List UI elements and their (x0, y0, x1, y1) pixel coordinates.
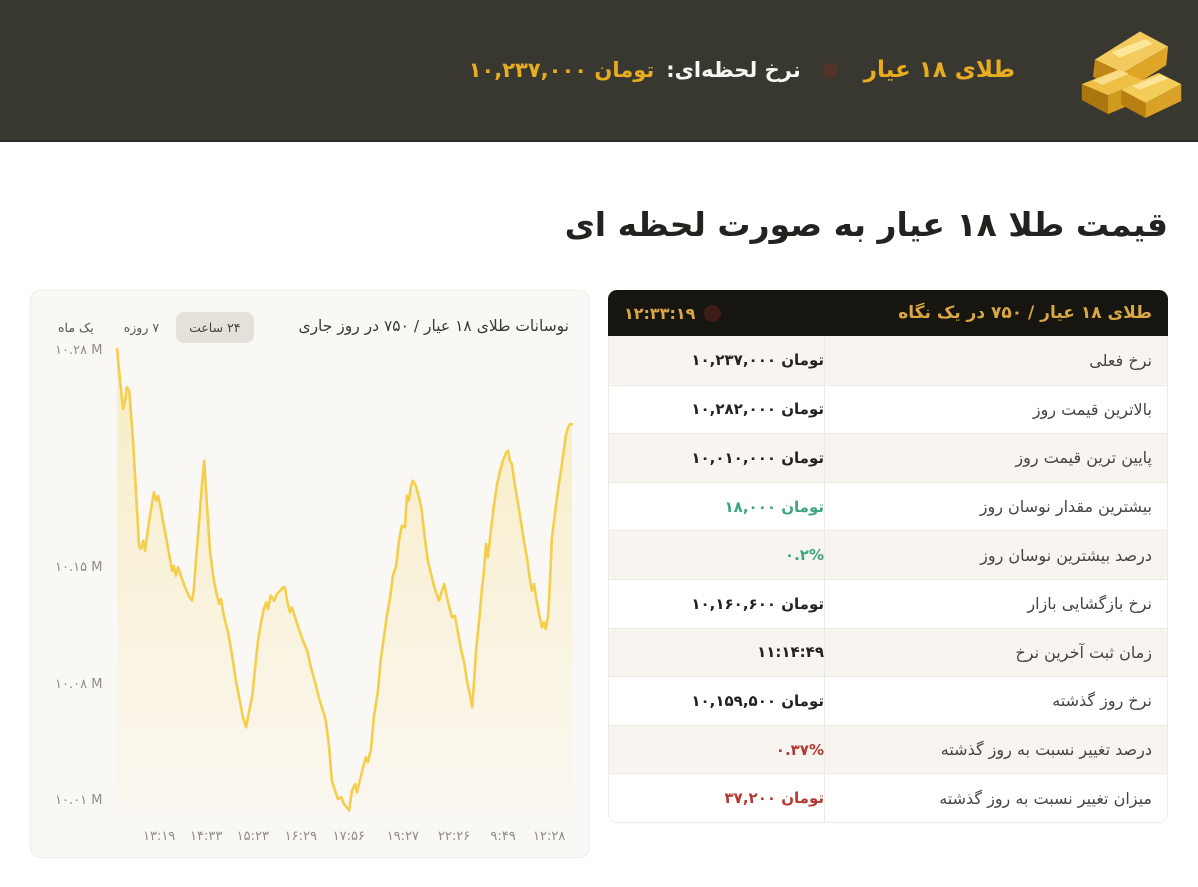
x-tick-label: ۱۹:۲۷ (386, 829, 419, 844)
row-label: بیشترین مقدار نوسان روز (979, 497, 1152, 517)
page-title: قیمت طلا ۱۸ عیار به صورت لحظه ای (564, 205, 1168, 244)
gold-price-line-chart (115, 347, 574, 812)
range-button-1[interactable]: ۷ روزه (111, 312, 172, 343)
row-value: ۳۷,۲۰۰ تومان (609, 774, 825, 822)
row-label: درصد تغییر نسبت به روز گذشته (940, 740, 1152, 760)
chart-panel: نوسانات طلای ۱۸ عیار / ۷۵۰ در روز جاری ۲… (30, 290, 590, 858)
row-label: نرخ بازگشایی بازار (1027, 594, 1152, 614)
row-value: ۰.۳۷% (609, 725, 825, 774)
rate-label: نرخ لحظه‌ای: (666, 58, 801, 82)
gold-bars-icon (1063, 16, 1185, 124)
row-label: درصد بیشترین نوسان روز (980, 545, 1152, 565)
last-update-time: ۱۲:۳۳:۱۹ (624, 303, 696, 323)
chart-title: نوسانات طلای ۱۸ عیار / ۷۵۰ در روز جاری (298, 317, 569, 335)
table-row: پایین ترین قیمت روز ۱۰,۰۱۰,۰۰۰ تومان (609, 433, 1167, 482)
rate-value: ۱۰,۲۳۷,۰۰۰ تومان (468, 58, 655, 82)
table-row: میزان تغییر نسبت به روز گذشته ۳۷,۲۰۰ توما… (609, 773, 1167, 822)
table-row: زمان ثبت آخرین نرخ ۱۱:۱۴:۴۹ (609, 627, 1167, 677)
row-value: ۱۰,۱۵۹,۵۰۰ تومان (609, 677, 825, 725)
x-tick-label: ۱۳:۱۹ (142, 829, 176, 844)
header-rate: نرخ لحظه‌ای: ۱۰,۲۳۷,۰۰۰ تومان (469, 58, 801, 82)
y-tick-label: ۱۰.۲۸ M (55, 343, 103, 359)
row-value: ۱۰,۰۱۰,۰۰۰ تومان (609, 434, 825, 482)
table-row: درصد بیشترین نوسان روز ۰.۲% (609, 530, 1167, 579)
range-button-0[interactable]: ۲۴ ساعت (176, 312, 254, 343)
main-content: طلای ۱۸ عیار / ۷۵۰ در یک نگاه ۱۲:۳۳:۱۹ ن… (0, 290, 1198, 858)
x-tick-label: ۹:۴۹ (490, 829, 516, 844)
row-value: ۱۸,۰۰۰ تومان (609, 482, 825, 531)
range-button-2[interactable]: یک ماه (45, 312, 107, 343)
table-row: نرخ بازگشایی بازار ۱۰,۱۶۰,۶۰۰ تومان (609, 578, 1167, 628)
row-value: ۰.۲% (609, 531, 825, 579)
y-tick-label: ۱۰.۰۸ M (55, 676, 103, 692)
site-header: طلای ۱۸ عیار نرخ لحظه‌ای: ۱۰,۲۳۷,۰۰۰ توم… (0, 0, 1198, 142)
row-value: ۱۱:۱۴:۴۹ (609, 628, 825, 677)
summary-table: طلای ۱۸ عیار / ۷۵۰ در یک نگاه ۱۲:۳۳:۱۹ ن… (608, 290, 1168, 823)
table-row: نرخ فعلی ۱۰,۲۳۷,۰۰۰ تومان (609, 336, 1167, 385)
live-indicator-dot (822, 62, 838, 78)
row-value: ۱۰,۲۳۷,۰۰۰ تومان (609, 336, 825, 385)
y-tick-label: ۱۰.۱۵ M (55, 560, 103, 575)
row-label: نرخ روز گذشته (1052, 691, 1152, 711)
x-tick-label: ۱۵:۲۳ (236, 829, 269, 844)
summary-table-body: نرخ فعلی ۱۰,۲۳۷,۰۰۰ تومان بالاترین قیمت رو… (608, 336, 1168, 823)
summary-table-time-group: ۱۲:۳۳:۱۹ (624, 303, 722, 323)
summary-table-header: طلای ۱۸ عیار / ۷۵۰ در یک نگاه ۱۲:۳۳:۱۹ (608, 290, 1168, 336)
x-tick-label: ۲۲:۲۶ (437, 829, 471, 844)
chart-area-fill (117, 349, 572, 811)
table-row: بیشترین مقدار نوسان روز ۱۸,۰۰۰ تومان (609, 481, 1167, 531)
row-value: ۱۰,۱۶۰,۶۰۰ تومان (609, 579, 825, 628)
y-tick-label: ۱۰.۰۱ M (55, 793, 103, 809)
x-tick-label: ۱۶:۲۹ (284, 829, 317, 844)
x-tick-label: ۱۷:۵۶ (332, 829, 365, 844)
summary-table-title: طلای ۱۸ عیار / ۷۵۰ در یک نگاه (898, 303, 1152, 323)
table-row: درصد تغییر نسبت به روز گذشته ۰.۳۷% (609, 724, 1167, 774)
row-label: بالاترین قیمت روز (1032, 399, 1152, 419)
table-row: نرخ روز گذشته ۱۰,۱۵۹,۵۰۰ تومان (609, 676, 1167, 725)
live-indicator-dot (704, 304, 722, 322)
x-tick-label: ۱۲:۲۸ (533, 829, 566, 844)
row-label: نرخ فعلی (1089, 350, 1152, 370)
header-title: طلای ۱۸ عیار (863, 57, 1015, 83)
row-label: پایین ترین قیمت روز (1015, 448, 1152, 468)
chart-line (115, 347, 574, 812)
time-range-buttons: ۲۴ ساعت ۷ روزه یک ماه (45, 312, 254, 343)
table-row: بالاترین قیمت روز ۱۰,۲۸۲,۰۰۰ تومان (609, 384, 1167, 434)
row-label: زمان ثبت آخرین نرخ (1015, 642, 1152, 662)
row-label: میزان تغییر نسبت به روز گذشته (939, 788, 1152, 808)
row-value: ۱۰,۲۸۲,۰۰۰ تومان (609, 385, 825, 434)
x-tick-label: ۱۴:۳۳ (190, 829, 223, 844)
